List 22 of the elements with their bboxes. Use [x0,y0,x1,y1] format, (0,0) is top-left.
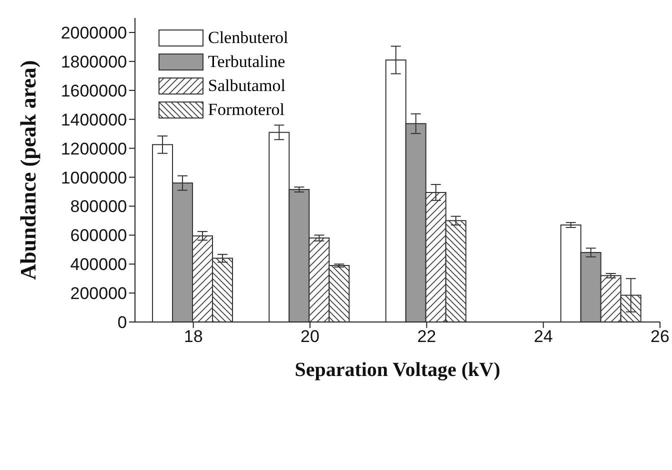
y-axis-title: Abundance (peak area) [16,60,40,280]
x-tick-label: 18 [184,327,203,346]
x-axis-title: Separation Voltage (kV) [294,359,500,381]
y-tick-label: 1400000 [60,110,127,130]
y-tick-label: 1600000 [60,81,127,100]
legend-label: Clenbuterol [208,27,288,49]
y-tick-label: 1000000 [60,168,127,188]
y-tick-label: 200000 [70,284,127,304]
x-tick-label: 24 [534,327,553,346]
y-tick-label: 600000 [70,226,127,246]
x-tick-label: 20 [300,327,320,346]
y-tick-label: 2000000 [60,24,127,43]
x-tick-label: 22 [417,327,436,346]
y-tick-label: 400000 [70,255,127,274]
y-tick-label: 1200000 [60,139,127,158]
x-tick-label: 26 [650,327,670,346]
legend-label: Terbutaline [208,51,286,73]
y-tick-label: 0 [118,313,127,332]
legend-label: Formoterol [208,99,284,121]
y-tick-label: 800000 [70,197,127,216]
y-tick-label: 1800000 [60,52,127,72]
legend-label: Salbutamol [208,75,286,97]
